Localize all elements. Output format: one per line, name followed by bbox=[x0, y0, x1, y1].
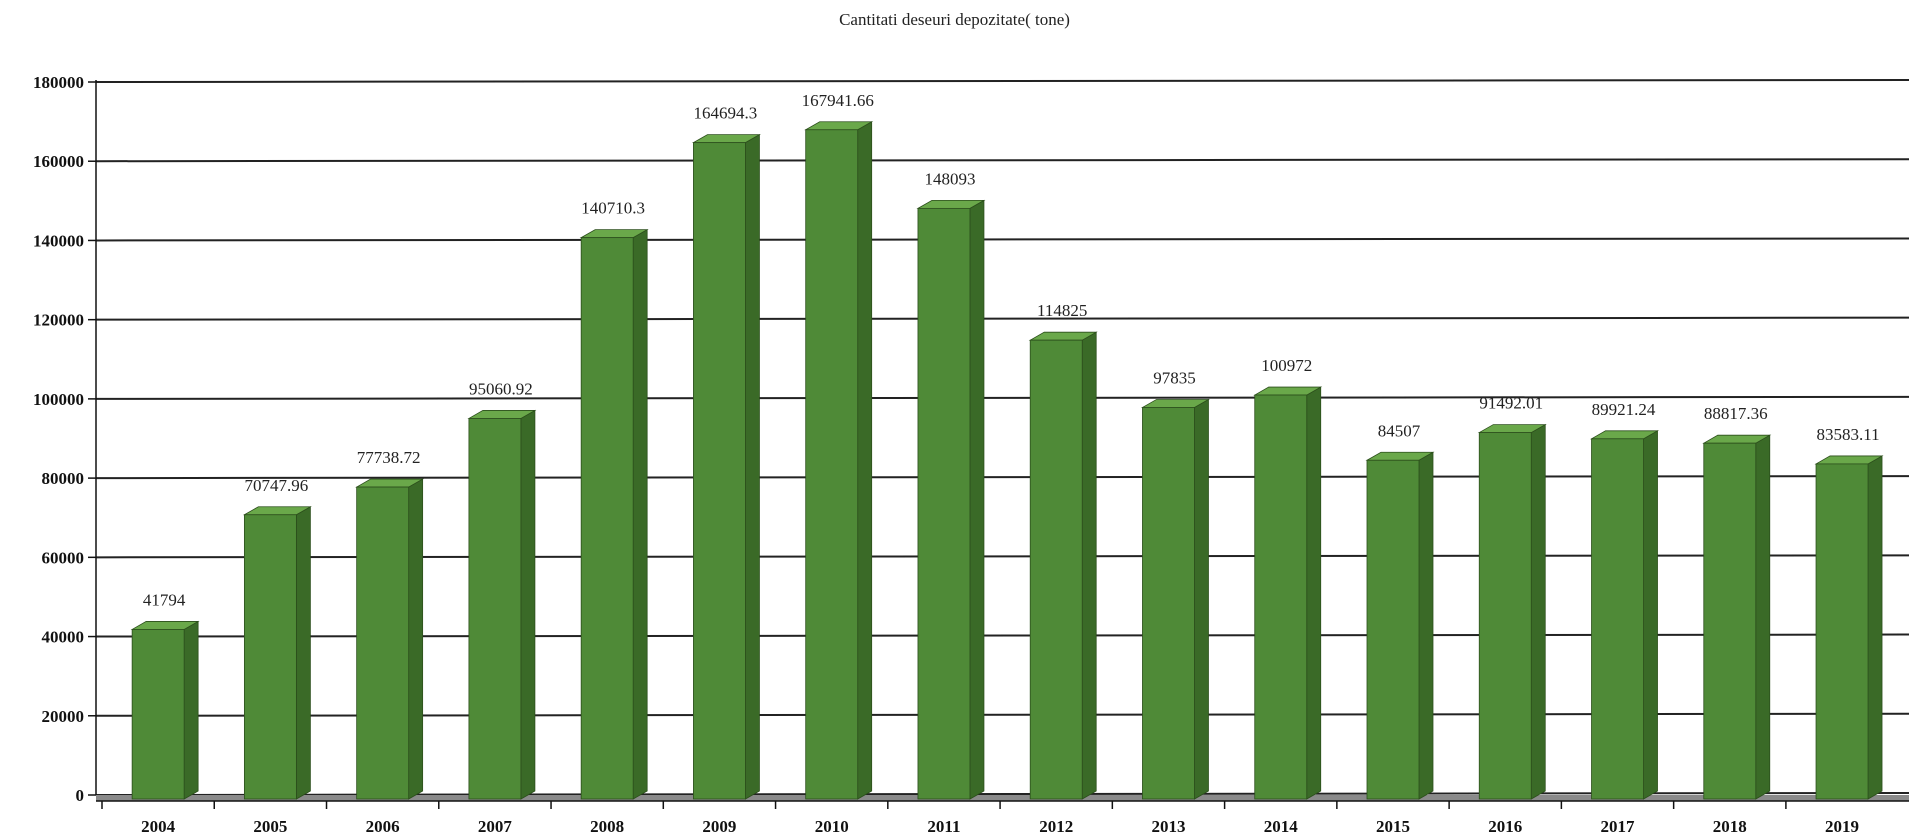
bar-side bbox=[1530, 423, 1546, 800]
gridline bbox=[95, 237, 1909, 242]
data-label: 140710.3 bbox=[581, 199, 645, 218]
x-tick-label: 2005 bbox=[253, 817, 287, 836]
y-tick-label: 100000 bbox=[33, 390, 84, 409]
gridline bbox=[95, 158, 1909, 163]
data-label: 77738.72 bbox=[357, 448, 421, 467]
bar bbox=[1703, 442, 1757, 800]
data-label: 83583.11 bbox=[1816, 425, 1879, 444]
x-tick-label: 2011 bbox=[927, 817, 960, 836]
x-tick-label: 2007 bbox=[478, 817, 513, 836]
bar-side bbox=[745, 133, 760, 800]
x-tick-label: 2019 bbox=[1825, 817, 1859, 836]
bar bbox=[356, 486, 410, 800]
bar bbox=[1142, 407, 1195, 800]
y-tick-label: 20000 bbox=[42, 707, 85, 726]
bar-side bbox=[408, 478, 424, 800]
x-tick-label: 2010 bbox=[815, 817, 849, 836]
bar-side bbox=[1418, 451, 1434, 800]
y-tick-label: 180000 bbox=[33, 73, 84, 92]
x-tick-label: 2014 bbox=[1264, 817, 1299, 836]
y-tick-label: 60000 bbox=[42, 548, 85, 567]
x-tick-label: 2017 bbox=[1601, 817, 1636, 836]
x-tick-label: 2006 bbox=[366, 817, 400, 836]
x-tick-label: 2008 bbox=[590, 817, 624, 836]
data-label: 148093 bbox=[924, 169, 975, 188]
bar-side bbox=[183, 620, 199, 800]
bar bbox=[131, 629, 185, 800]
data-label: 97835 bbox=[1153, 368, 1196, 387]
bar bbox=[1478, 432, 1532, 800]
bar-side bbox=[1643, 430, 1658, 800]
bar bbox=[805, 129, 859, 800]
bar-side bbox=[857, 121, 873, 800]
y-tick-label: 160000 bbox=[33, 152, 84, 171]
bar bbox=[1591, 438, 1644, 800]
bar bbox=[1029, 339, 1083, 800]
data-label: 70747.96 bbox=[245, 476, 309, 495]
bar bbox=[917, 207, 971, 800]
x-tick-label: 2016 bbox=[1488, 817, 1522, 836]
x-tick-label: 2018 bbox=[1713, 817, 1747, 836]
bar-side bbox=[1755, 434, 1771, 800]
data-label: 164694.3 bbox=[694, 104, 758, 123]
bar bbox=[1366, 459, 1420, 800]
gridline bbox=[95, 316, 1909, 321]
bar bbox=[693, 142, 746, 800]
x-tick-label: 2015 bbox=[1376, 817, 1410, 836]
bar bbox=[1254, 394, 1308, 800]
chart-title: Cantitati deseuri depozitate( tone) bbox=[839, 10, 1070, 29]
x-tick-label: 2004 bbox=[141, 817, 176, 836]
y-tick-label: 0 bbox=[76, 786, 85, 805]
bar bbox=[580, 237, 634, 800]
data-label: 89921.24 bbox=[1592, 400, 1656, 419]
bar-side bbox=[969, 199, 985, 800]
chart-floor bbox=[96, 795, 1909, 801]
x-tick-label: 2012 bbox=[1039, 817, 1073, 836]
bar-side bbox=[1867, 455, 1883, 800]
bar-side bbox=[1081, 331, 1097, 800]
x-tick-label: 2013 bbox=[1151, 817, 1185, 836]
data-label: 88817.36 bbox=[1704, 404, 1768, 423]
y-tick-label: 120000 bbox=[33, 311, 84, 330]
bar bbox=[1815, 463, 1869, 800]
data-label: 91492.01 bbox=[1479, 394, 1543, 413]
bar-side bbox=[1306, 386, 1322, 800]
gridline bbox=[95, 79, 1909, 83]
bar bbox=[468, 418, 522, 800]
y-tick-label: 40000 bbox=[42, 628, 85, 647]
data-label: 41794 bbox=[143, 590, 186, 609]
bar bbox=[243, 514, 297, 800]
bar-side bbox=[1194, 398, 1209, 800]
bar-side bbox=[295, 506, 311, 800]
y-tick-label: 140000 bbox=[33, 231, 84, 250]
bar-side bbox=[632, 228, 648, 800]
data-label: 100972 bbox=[1261, 356, 1312, 375]
data-label: 95060.92 bbox=[469, 379, 533, 398]
data-label: 167941.66 bbox=[802, 91, 874, 110]
bar-side bbox=[520, 409, 536, 800]
gridline bbox=[95, 395, 1909, 400]
x-tick-label: 2009 bbox=[702, 817, 736, 836]
data-label: 114825 bbox=[1037, 301, 1087, 320]
y-tick-label: 80000 bbox=[42, 469, 85, 488]
data-label: 84507 bbox=[1378, 421, 1421, 440]
